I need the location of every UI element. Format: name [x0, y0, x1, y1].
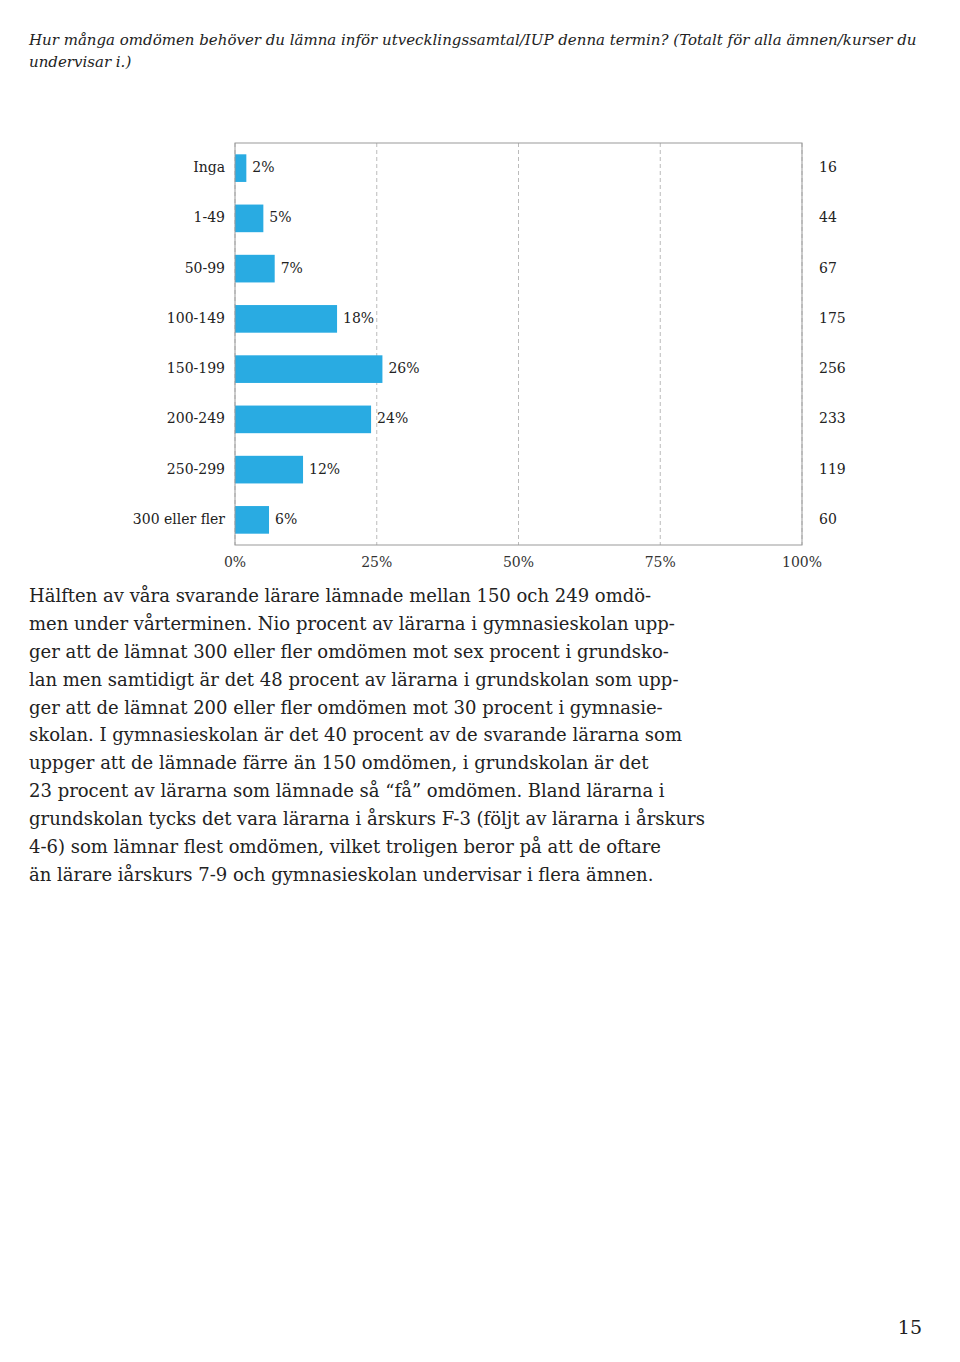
chart-title: Hur många omdömen behöver du lämna inför…: [29, 30, 929, 74]
x-tick-label: 0%: [224, 554, 246, 570]
chart: 0% 25% 50% 75% 100% Inga 1-49 50-99 100-149 150-1…: [0, 0, 960, 600]
category-label: 300 eller fler: [133, 511, 225, 527]
plot-frame: [235, 143, 802, 545]
grid-line: [518, 143, 519, 545]
category-label: 100-149: [167, 310, 225, 326]
bar: [235, 406, 371, 434]
bar: [235, 255, 275, 283]
category-label: 50-99: [185, 260, 225, 276]
count-label: 233: [819, 410, 846, 426]
count-label: 16: [819, 159, 837, 175]
grid-line: [660, 143, 661, 545]
bar: [235, 205, 263, 233]
bar: [235, 154, 246, 182]
data-label: 18%: [343, 310, 374, 326]
category-label: Inga: [193, 159, 225, 175]
x-tick-label: 75%: [645, 554, 676, 570]
data-label: 5%: [269, 209, 291, 225]
x-tick-label: 50%: [503, 554, 534, 570]
count-label: 67: [819, 260, 837, 276]
data-label: 26%: [388, 360, 419, 376]
grid: [235, 143, 802, 545]
bar: [235, 456, 303, 484]
body-text: Hälften av våra svarande lärare lämnade …: [29, 582, 705, 889]
bar: [235, 506, 269, 534]
data-label: 24%: [377, 410, 408, 426]
data-label: 7%: [281, 260, 303, 276]
category-label: 1-49: [194, 209, 225, 225]
data-label: 2%: [252, 159, 274, 175]
bars: [235, 154, 382, 533]
category-label: 250-299: [167, 461, 225, 477]
count-label: 256: [819, 360, 846, 376]
bar: [235, 305, 337, 333]
count-label: 44: [819, 209, 837, 225]
count-label: 175: [819, 310, 846, 326]
x-tick-label: 100%: [782, 554, 822, 570]
count-label: 119: [819, 461, 846, 477]
grid-line: [376, 143, 377, 545]
category-label: 200-249: [167, 410, 225, 426]
page-number: 15: [898, 1316, 922, 1338]
bar: [235, 355, 382, 383]
category-label: 150-199: [167, 360, 225, 376]
count-label: 60: [819, 511, 837, 527]
data-label: 6%: [275, 511, 297, 527]
x-tick-label: 25%: [361, 554, 392, 570]
data-label: 12%: [309, 461, 340, 477]
